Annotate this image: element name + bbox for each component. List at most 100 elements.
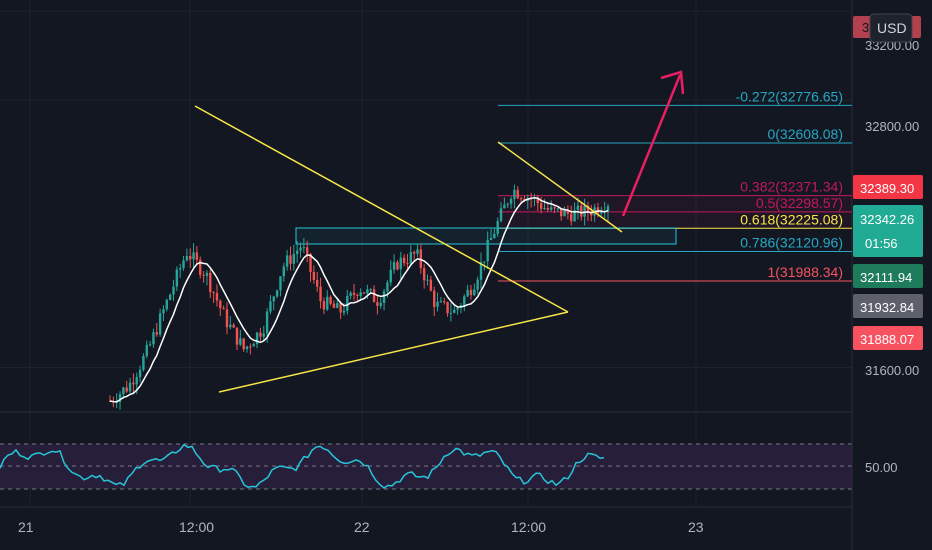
candle-body	[379, 302, 382, 306]
candle-body	[299, 247, 302, 251]
candle-body	[329, 296, 332, 304]
candle-body	[600, 211, 603, 214]
time-axis-label: 22	[354, 519, 370, 535]
candle-body	[386, 282, 389, 292]
candle-body	[175, 269, 179, 287]
candle-body	[229, 324, 232, 328]
candle-body	[469, 289, 473, 296]
fibonacci-labels: -0.272(32776.65) 0(32608.08) 0.382(32371.3…	[736, 88, 843, 280]
candle-body	[115, 401, 118, 403]
flag-upper-trendline[interactable]	[497, 141, 623, 233]
candle-body	[242, 338, 245, 350]
candle-body	[570, 213, 573, 222]
candle-body	[152, 332, 155, 345]
candle-body	[499, 208, 503, 222]
fib-level-label: 0(32608.08)	[767, 126, 843, 142]
candle-body	[148, 344, 152, 346]
candle-body	[195, 252, 199, 260]
consolidation-box-left[interactable]	[295, 227, 677, 245]
candle-body	[549, 207, 553, 210]
fib-level-label: 1(31988.34)	[767, 264, 843, 280]
candle-body	[332, 303, 336, 308]
candle-body	[142, 356, 145, 370]
price-axis-tick: 32800.00	[865, 119, 919, 134]
fibonacci-retracement[interactable]	[498, 104, 852, 282]
candle-body	[349, 292, 352, 296]
svg-text:32389.30: 32389.30	[860, 181, 914, 196]
candle-body	[496, 221, 499, 234]
candle-body	[416, 249, 419, 254]
price-tag: 31888.07	[853, 326, 923, 350]
candle-body	[205, 272, 209, 276]
candle-body	[135, 377, 138, 385]
candle-body	[339, 303, 342, 313]
candle-body	[489, 238, 493, 240]
candle-body	[225, 309, 229, 328]
candle-body	[155, 332, 158, 335]
projection-arrow-icon[interactable]	[621, 70, 685, 217]
candle-body	[543, 207, 546, 209]
candle-body	[366, 289, 369, 294]
candle-body	[406, 263, 409, 265]
triangle-upper-trendline[interactable]	[194, 105, 569, 313]
candle-body	[279, 276, 282, 291]
candle-body	[573, 210, 576, 222]
price-tag: 32389.30	[853, 175, 923, 199]
candle-body	[563, 209, 566, 217]
moving-average-line	[109, 196, 609, 403]
candle-body	[553, 207, 556, 209]
candle-body	[342, 310, 346, 313]
candle-body	[426, 279, 429, 281]
price-tag: 31932.84	[853, 294, 923, 318]
candle-body	[212, 292, 215, 294]
time-axis-label: 23	[688, 519, 704, 535]
svg-text:32111.94: 32111.94	[860, 270, 912, 285]
candle-body	[269, 301, 272, 312]
candle-body	[456, 308, 459, 310]
candle-body	[302, 247, 306, 249]
candle-body	[422, 268, 426, 281]
candle-body	[382, 291, 386, 303]
candle-body	[272, 296, 275, 302]
svg-text:31888.07: 31888.07	[860, 332, 914, 347]
fib-level-label: 0.618(32225.08)	[740, 211, 843, 227]
candle-body	[319, 286, 322, 302]
candle-body	[219, 300, 222, 309]
candle-body	[316, 279, 319, 287]
candle-body	[402, 257, 406, 264]
triangle-lower-trendline[interactable]	[218, 311, 569, 393]
candle-body	[396, 262, 399, 270]
candle-body	[606, 206, 610, 212]
candle-body	[356, 294, 359, 296]
candle-body	[463, 296, 466, 306]
candle-body	[439, 301, 443, 303]
candle-body	[399, 257, 402, 270]
candle-body	[122, 387, 125, 395]
candle-body	[539, 203, 543, 209]
candle-body	[433, 290, 436, 307]
candle-body	[376, 302, 379, 306]
candle-body	[178, 268, 182, 270]
candle-body	[453, 309, 456, 313]
fib-level-label: 0.382(32371.34)	[740, 179, 843, 195]
currency-button[interactable]: USD	[869, 13, 913, 43]
candle-body	[249, 346, 252, 348]
candle-body	[506, 203, 509, 205]
fib-level-label: -0.272(32776.65)	[736, 88, 843, 104]
candle-body	[202, 274, 205, 276]
candle-body	[409, 251, 413, 264]
candle-body	[566, 209, 570, 214]
candle-body	[185, 256, 189, 261]
candle-body	[493, 233, 496, 239]
candle-body	[275, 290, 279, 297]
time-axis-label: 21	[18, 519, 34, 535]
candle-body	[215, 293, 219, 301]
candle-body	[172, 286, 175, 295]
candle-body	[372, 289, 376, 303]
candle-body	[168, 294, 172, 300]
candle-body	[305, 247, 309, 254]
rsi-level-label: 50.00	[865, 460, 898, 475]
candle-body	[162, 309, 165, 314]
svg-text:32342.26: 32342.26	[860, 212, 914, 227]
